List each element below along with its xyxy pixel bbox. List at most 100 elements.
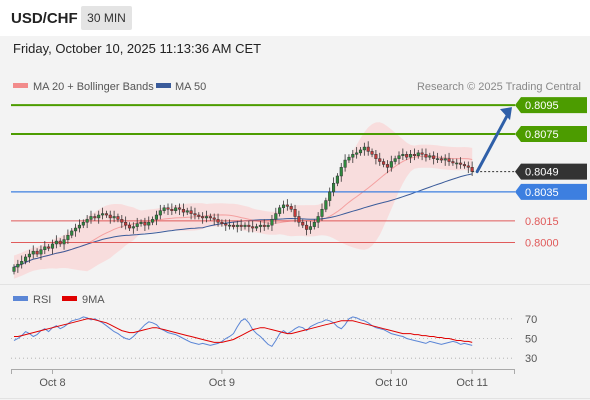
candle-body [212,217,216,220]
interval-button[interactable]: 30 MIN [81,6,132,30]
candle-body [197,214,201,217]
candle-body [24,256,28,262]
level-tag-0.8035 [515,183,587,200]
rsi-ma-legend-label: 9MA [82,294,105,306]
candle-body [66,235,70,240]
candle-body [405,154,409,158]
candle-body [420,152,424,155]
candle-body [16,263,20,268]
candle-body [278,207,282,214]
candle-body [181,208,185,213]
candle-body [274,213,278,220]
candle-body [470,167,474,172]
candle-body [378,158,382,162]
candle-body [170,208,174,211]
candle-body [462,164,466,167]
candle-body [131,226,135,229]
candle-body [389,161,393,168]
projection-arrow-head [500,107,512,121]
ma50-legend-label: MA 50 [175,81,206,93]
bb-legend-label: MA 20 + Bollinger Bands [33,81,154,93]
last-price-label: 0.8049 [525,167,559,179]
candle-body [235,224,239,227]
candle-body [201,216,205,219]
candle-body [328,191,332,201]
candle-body [409,154,413,158]
candle-body [143,222,147,226]
candle-body [112,216,116,219]
candle-body [312,222,316,227]
candle-body [347,156,351,161]
candle-body [120,219,124,223]
candle-body [35,250,39,255]
candle-body [151,219,155,223]
candle-body [50,243,55,249]
candle-body [385,164,389,168]
bollinger-band [14,122,473,279]
header-bar: USD/CHF 30 MIN [0,0,590,36]
candle-body [231,224,235,227]
ma50-legend-swatch [156,83,171,88]
candle-body [70,230,74,236]
candle-body [366,146,370,152]
candle-body [178,207,182,210]
candle-body [447,158,451,162]
candle-body [224,223,228,226]
symbol-label: USD/CHF [11,10,78,27]
candle-body [320,208,324,217]
candle-body [297,216,301,223]
candle-body [343,159,347,168]
level-tag-0.8095 [515,97,587,114]
candle-body [466,165,470,168]
candle-body [228,224,232,227]
candle-body [355,152,359,155]
level-label-0.8095: 0.8095 [525,100,559,112]
candle-body [97,214,101,219]
candle-body [101,213,105,216]
candle-body [362,146,366,151]
candle-body [220,222,224,224]
levels-layer [11,104,515,244]
candle-body [185,210,189,213]
candle-body [124,222,128,226]
candle-body [239,224,243,227]
candle-body [158,210,162,216]
candle-body [443,158,447,161]
x-tick-label: Oct 9 [209,377,235,389]
candle-body [293,208,297,217]
candle-body [93,216,97,219]
x-tick-label: Oct 11 [456,377,488,389]
candle-body [308,226,312,230]
candle-body [358,149,363,154]
candle-body [428,155,432,158]
candle-body [401,154,405,156]
candle-body [374,154,378,159]
rsi-tick-30: 30 [525,353,537,365]
candle-body [81,222,85,226]
x-tick-label: Oct 8 [39,377,65,389]
candles-layer [12,141,474,275]
candle-body [316,216,320,223]
candle-body [193,213,197,216]
candle-body [166,207,170,210]
candle-body [104,213,108,216]
candle-body [154,214,158,220]
rsi-ma-legend-swatch [62,296,77,301]
level-label-0.8000: 0.8000 [525,238,559,250]
candle-body [324,200,328,210]
candle-body [435,158,440,160]
level-tag-0.8075 [515,126,587,143]
candle-body [424,154,428,158]
projection-arrow-shaft [475,112,510,174]
candle-body [285,204,289,207]
candle-body [108,214,112,219]
candle-body [77,224,82,229]
candle-body [397,155,401,159]
candle-body [174,207,178,211]
candle-body [47,246,51,249]
candle-body [262,224,266,227]
bb-legend-swatch [13,83,28,88]
datetime-label: Friday, October 10, 2025 11:13:36 AM CET [13,41,262,56]
candle-body [74,227,78,232]
